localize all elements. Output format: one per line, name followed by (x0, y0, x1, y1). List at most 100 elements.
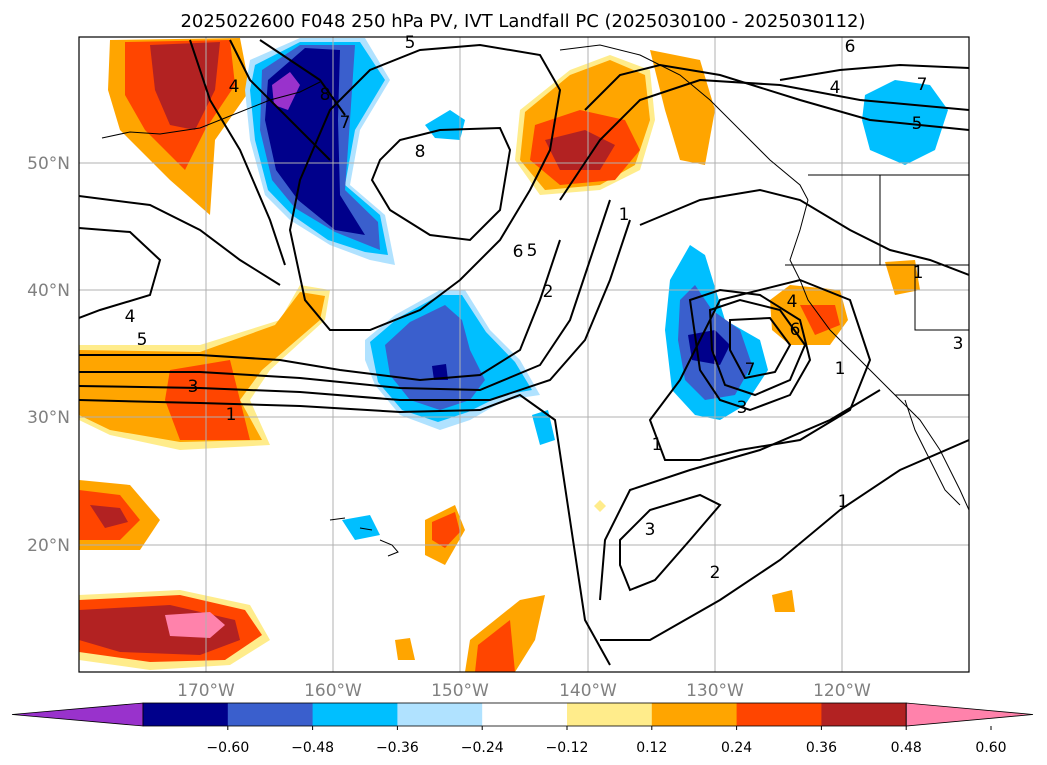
ivt-contours (79, 39, 969, 666)
colorbar-segment (227, 703, 314, 726)
contour-label: 3 (645, 520, 656, 540)
grid-lines (79, 37, 969, 672)
contour-label: 1 (619, 205, 630, 225)
contour-line (288, 43, 562, 331)
lon-label: 150°W (431, 681, 489, 701)
colorbar-tick-label: −0.48 (291, 740, 334, 756)
lat-label: 30°N (27, 408, 70, 428)
pv-shade-positive (650, 50, 715, 165)
colorbar-segment (482, 703, 568, 726)
contour-label: 2 (710, 563, 721, 583)
contour-line (599, 389, 881, 601)
colorbar-tick-label: 0.48 (891, 740, 922, 756)
contour-labels: 4 5 7 8 6 4 7 5 8 6 5 2 1 4 5 3 1 4 6 7 … (125, 33, 964, 583)
lon-label: 130°W (686, 681, 744, 701)
contour-line (648, 278, 872, 461)
lon-label: 120°W (813, 681, 871, 701)
contour-line (729, 316, 792, 380)
contour-label: 6 (790, 320, 801, 340)
pv-shade-positive (432, 512, 460, 548)
contour-label: 2 (543, 282, 554, 302)
colorbar-segment (736, 703, 822, 726)
contour-line (600, 439, 969, 641)
pv-shade-positive (594, 500, 606, 512)
contour-line (779, 63, 969, 81)
colorbar-segment (143, 703, 229, 726)
longitude-labels: 170°W 160°W 150°W 140°W 130°W 120°W (177, 681, 871, 701)
pv-shade-negative (432, 364, 448, 380)
coastline-alaska (559, 44, 809, 201)
coastline-baja (904, 399, 961, 506)
pv-shade-negative (272, 72, 300, 110)
contour-label: 5 (137, 330, 148, 350)
contour-label: 6 (513, 242, 524, 262)
contour-line (79, 227, 162, 319)
colorbar-tick-label: 0.24 (721, 740, 752, 756)
pv-shade-positive (772, 590, 795, 612)
contour-label: 1 (835, 359, 846, 379)
contour-label: 5 (527, 241, 538, 261)
contour-line (79, 393, 611, 666)
figure-title: 2025022600 F048 250 hPa PV, IVT Landfall… (180, 11, 865, 32)
contour-line (79, 195, 281, 286)
contour-label: 6 (845, 37, 856, 57)
state-borders (785, 175, 969, 396)
colorbar-segment (312, 703, 398, 726)
pv-shade-positive (90, 505, 128, 528)
colorbar-segment (567, 703, 653, 726)
contour-label: 3 (188, 377, 199, 397)
colorbar-frame (142, 702, 907, 727)
contour-label: 1 (913, 263, 924, 283)
contour-label: 7 (917, 75, 928, 95)
colorbar-tick-label: −0.60 (206, 740, 249, 756)
colorbar-tick-label: −0.36 (376, 740, 419, 756)
lat-label: 20°N (27, 536, 70, 556)
contour-label: 4 (229, 77, 240, 97)
contour-label: 5 (405, 33, 416, 53)
colorbar-segment (651, 703, 738, 726)
contour-line (619, 493, 722, 592)
colorbar-extend-min (11, 702, 144, 727)
contour-label: 8 (415, 142, 426, 162)
pv-shade-positive (395, 638, 415, 660)
contour-line (688, 288, 812, 412)
colorbar: −0.60 −0.48 −0.36 −0.24 −0.12 0.12 0.24 0.36 0.4… (11, 702, 1034, 756)
contour-line (79, 239, 561, 382)
lon-label: 170°W (177, 681, 235, 701)
pv-shade-positive (545, 130, 615, 170)
coastlines (101, 44, 969, 557)
colorbar-segment (821, 703, 907, 726)
pv-shade-positive (150, 42, 220, 130)
pv-shade-positive (165, 360, 250, 440)
contour-label: 7 (340, 113, 351, 133)
contour-label: 3 (737, 398, 748, 418)
pv-shade-negative (425, 110, 465, 140)
contour-line (229, 39, 331, 161)
contour-line (79, 219, 631, 401)
pv-shade-negative (342, 515, 380, 540)
contour-line (708, 298, 807, 397)
colorbar-segment (397, 703, 483, 726)
pv-shade-positive (165, 612, 225, 638)
colorbar-labels: −0.60 −0.48 −0.36 −0.24 −0.12 0.12 0.24 0.36 0.4… (206, 726, 1007, 756)
pv-shade-positive (475, 620, 515, 672)
contour-line (639, 188, 969, 276)
pv-shade-positive (800, 305, 840, 335)
colorbar-tick-label: −0.12 (546, 740, 589, 756)
contour-label: 1 (652, 435, 663, 455)
contour-label: 7 (745, 360, 756, 380)
contour-label: 3 (953, 334, 964, 354)
colorbar-extend-max (905, 702, 1034, 727)
colorbar-segments (11, 702, 1034, 727)
colorbar-tick-label: 0.36 (806, 740, 837, 756)
contour-label: 4 (125, 307, 136, 327)
coastline-hawaii (329, 517, 399, 557)
contour-line (259, 39, 346, 116)
coastline-aleutians (101, 81, 321, 139)
map-panel: 4 5 7 8 6 4 7 5 8 6 5 2 1 4 5 3 1 4 6 7 … (78, 33, 970, 673)
contour-line (189, 39, 286, 266)
contour-label: 8 (320, 85, 331, 105)
contour-line (559, 78, 969, 201)
contour-label: 4 (830, 78, 841, 98)
